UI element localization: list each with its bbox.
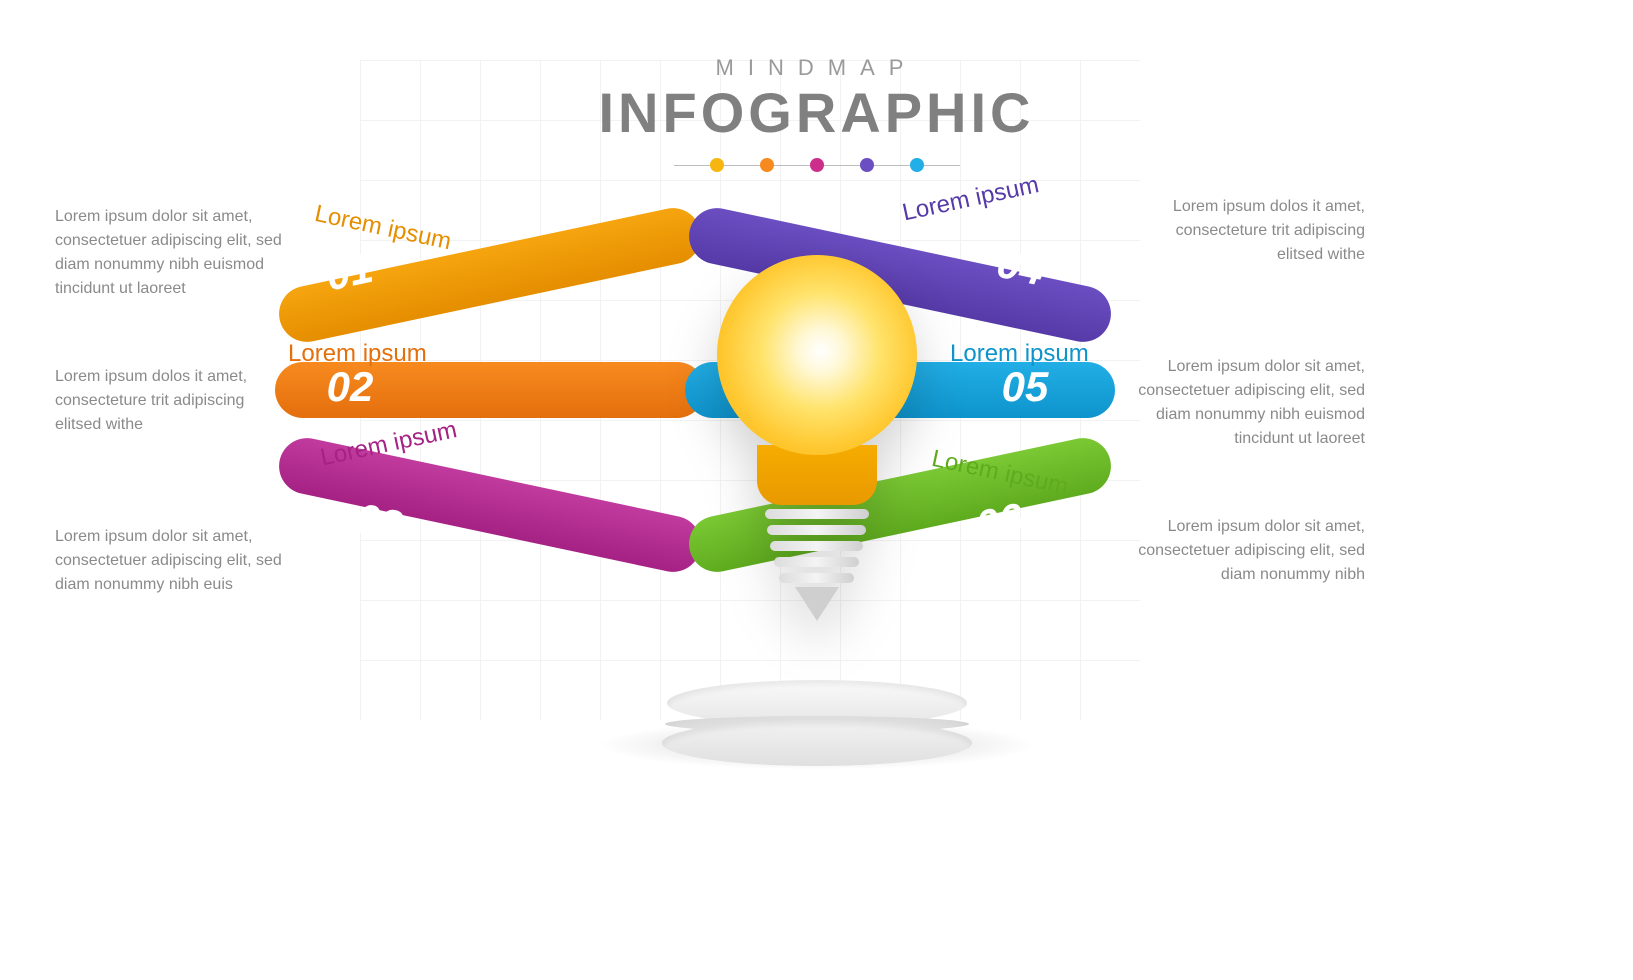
legend-dot bbox=[760, 158, 774, 172]
color-dots-row bbox=[674, 158, 960, 172]
description-text: Lorem ipsum dolos it amet, consecteture … bbox=[1135, 195, 1365, 267]
description-text: Lorem ipsum dolor sit amet, consectetuer… bbox=[1135, 355, 1365, 451]
legend-dot bbox=[810, 158, 824, 172]
description-text: Lorem ipsum dolos it amet, consecteture … bbox=[55, 365, 285, 437]
title-big: INFOGRAPHIC bbox=[599, 80, 1035, 145]
legend-dot bbox=[860, 158, 874, 172]
ribbon-label: Lorem ipsum bbox=[288, 340, 427, 368]
description-text: Lorem ipsum dolor sit amet, consectetuer… bbox=[55, 525, 285, 597]
description-text: Lorem ipsum dolor sit amet, consectetuer… bbox=[1135, 515, 1365, 587]
pedestal bbox=[662, 680, 972, 766]
legend-dot bbox=[910, 158, 924, 172]
lightbulb-icon bbox=[707, 255, 927, 621]
ribbon-label: Lorem ipsum bbox=[950, 340, 1089, 368]
legend-dot bbox=[710, 158, 724, 172]
infographic-stage: MINDMAP INFOGRAPHIC 010203040506 Lorem i… bbox=[0, 0, 1633, 980]
description-text: Lorem ipsum dolor sit amet, consectetuer… bbox=[55, 205, 285, 301]
title-small: MINDMAP bbox=[716, 55, 918, 81]
